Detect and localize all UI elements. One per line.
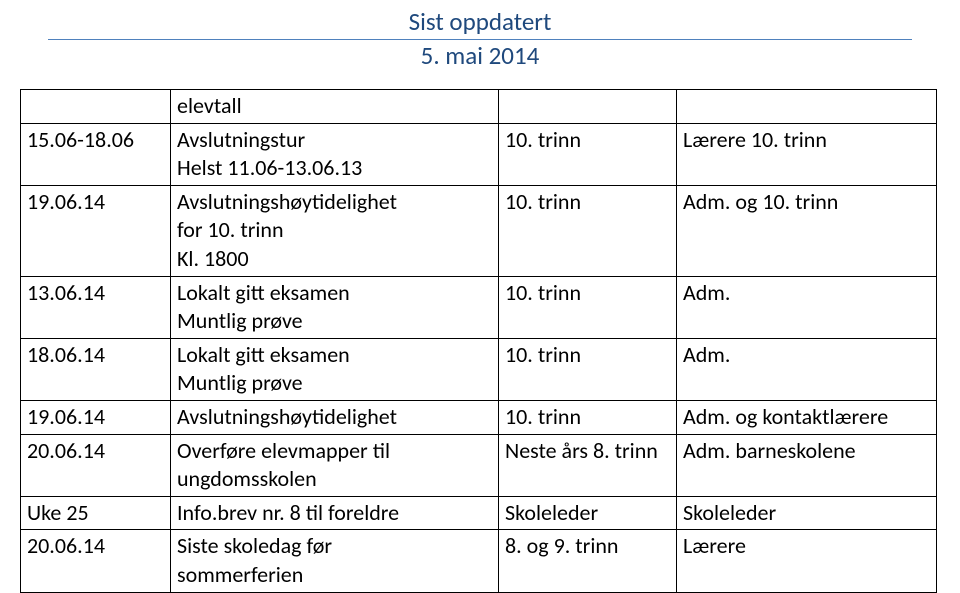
cell-date: 18.06.14	[21, 338, 171, 400]
cell-group: 10. trinn	[499, 338, 677, 400]
table-row: Uke 25 Info.brev nr. 8 til foreldre Skol…	[21, 496, 937, 530]
schedule-table-body: elevtall 15.06-18.06 AvslutningsturHelst…	[21, 90, 937, 593]
table-row: 19.06.14 Avslutningshøytidelighet 10. tr…	[21, 400, 937, 434]
cell-date: 19.06.14	[21, 400, 171, 434]
cell-event: Siste skoledag førsommerferien	[171, 530, 499, 592]
cell-group: 10. trinn	[499, 123, 677, 185]
cell-group: 8. og 9. trinn	[499, 530, 677, 592]
cell-responsible: Adm. og kontaktlærere	[677, 400, 937, 434]
cell-group	[499, 90, 677, 124]
table-row: 19.06.14 Avslutningshøytidelighetfor 10.…	[21, 185, 937, 276]
cell-group: 10. trinn	[499, 400, 677, 434]
table-row: elevtall	[21, 90, 937, 124]
cell-date: Uke 25	[21, 496, 171, 530]
cell-group: Neste års 8. trinn	[499, 434, 677, 496]
cell-date: 20.06.14	[21, 530, 171, 592]
schedule-table: elevtall 15.06-18.06 AvslutningsturHelst…	[20, 89, 937, 593]
table-row: 20.06.14 Siste skoledag førsommerferien …	[21, 530, 937, 592]
cell-group: Skoleleder	[499, 496, 677, 530]
cell-date: 19.06.14	[21, 185, 171, 276]
cell-event: Avslutningshøytidelighetfor 10. trinnKl.…	[171, 185, 499, 276]
cell-responsible: Adm. barneskolene	[677, 434, 937, 496]
table-row: 15.06-18.06 AvslutningsturHelst 11.06-13…	[21, 123, 937, 185]
cell-event: Info.brev nr. 8 til foreldre	[171, 496, 499, 530]
cell-date: 13.06.14	[21, 276, 171, 338]
cell-responsible	[677, 90, 937, 124]
cell-responsible: Adm.	[677, 276, 937, 338]
cell-responsible: Adm. og 10. trinn	[677, 185, 937, 276]
page-title: Sist oppdatert	[0, 6, 960, 37]
cell-responsible: Lærere 10. trinn	[677, 123, 937, 185]
cell-event: elevtall	[171, 90, 499, 124]
cell-date: 15.06-18.06	[21, 123, 171, 185]
cell-event: Lokalt gitt eksamenMuntlig prøve	[171, 276, 499, 338]
table-row: 13.06.14 Lokalt gitt eksamenMuntlig prøv…	[21, 276, 937, 338]
table-row: 18.06.14 Lokalt gitt eksamenMuntlig prøv…	[21, 338, 937, 400]
cell-responsible: Adm.	[677, 338, 937, 400]
table-row: 20.06.14 Overføre elevmapper tilungdomss…	[21, 434, 937, 496]
cell-date	[21, 90, 171, 124]
cell-event: Avslutningshøytidelighet	[171, 400, 499, 434]
cell-event: Lokalt gitt eksamenMuntlig prøve	[171, 338, 499, 400]
page-subtitle: 5. mai 2014	[0, 40, 960, 71]
cell-date: 20.06.14	[21, 434, 171, 496]
cell-responsible: Skoleleder	[677, 496, 937, 530]
cell-event: AvslutningsturHelst 11.06-13.06.13	[171, 123, 499, 185]
page: Sist oppdatert 5. mai 2014 elevtall 15.0…	[0, 6, 960, 588]
cell-event: Overføre elevmapper tilungdomsskolen	[171, 434, 499, 496]
cell-responsible: Lærere	[677, 530, 937, 592]
cell-group: 10. trinn	[499, 276, 677, 338]
cell-group: 10. trinn	[499, 185, 677, 276]
